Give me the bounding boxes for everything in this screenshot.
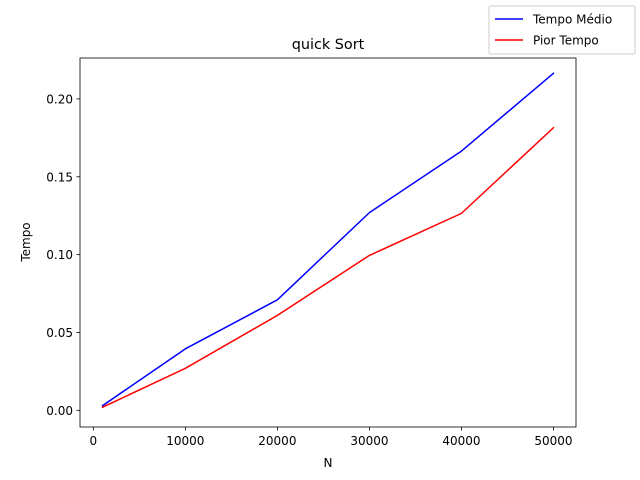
x-axis-label: N [324, 456, 333, 470]
x-tick-label: 0 [90, 434, 98, 448]
series-line-0 [101, 72, 555, 407]
y-tick-label: 0.20 [46, 92, 73, 106]
x-axis-ticks: 0 10000 20000 30000 40000 50000 [90, 427, 573, 448]
legend-label-tempo-medio: Tempo Médio [532, 13, 612, 27]
legend-label-pior-tempo: Pior Tempo [533, 34, 599, 48]
x-tick-label: 10000 [166, 434, 204, 448]
legend: Tempo Médio Pior Tempo [488, 5, 636, 55]
series-line-1 [101, 126, 555, 409]
y-tick-label: 0.00 [46, 404, 73, 418]
y-axis-ticks: 0.00 0.05 0.10 0.15 0.20 [46, 92, 80, 418]
x-tick-label: 40000 [442, 434, 480, 448]
y-tick-label: 0.10 [46, 248, 73, 262]
plot-frame [79, 57, 577, 428]
legend-frame [488, 5, 636, 55]
y-tick-label: 0.05 [46, 326, 73, 340]
x-tick-label: 50000 [534, 434, 572, 448]
x-tick-label: 20000 [258, 434, 296, 448]
y-tick-label: 0.15 [46, 170, 73, 184]
x-tick-label: 30000 [350, 434, 388, 448]
series-layer [101, 72, 555, 409]
y-axis-label: Tempo [19, 222, 33, 262]
chart-title: quick Sort [292, 37, 365, 53]
